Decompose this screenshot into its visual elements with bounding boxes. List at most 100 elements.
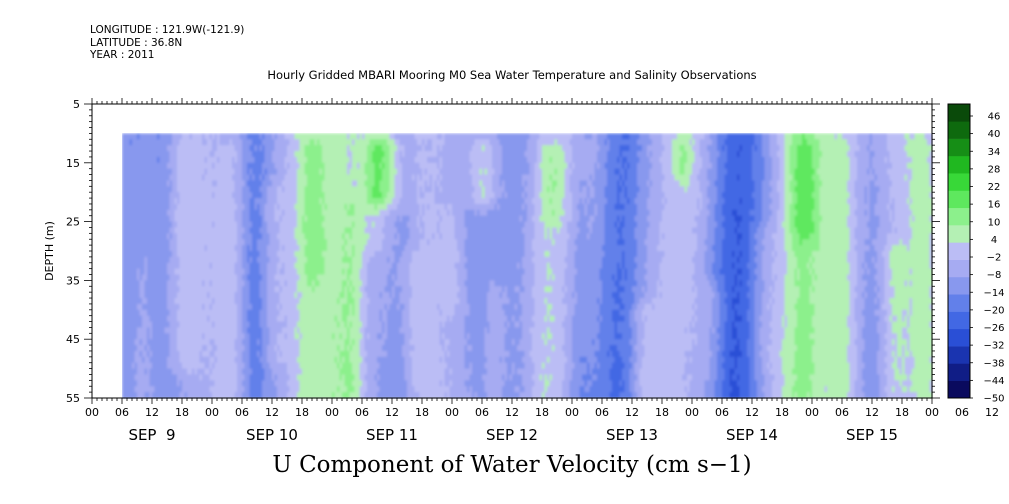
heatmap-cell — [264, 180, 268, 187]
heatmap-cell — [869, 174, 873, 182]
heatmap-cell — [369, 186, 373, 193]
heatmap-cell — [289, 174, 293, 182]
heatmap-cell — [432, 209, 436, 217]
heatmap-cell — [647, 151, 651, 158]
heatmap-cell — [189, 215, 193, 223]
heatmap-cell — [167, 168, 171, 176]
heatmap-cell — [762, 156, 766, 164]
heatmap-cell — [187, 192, 191, 199]
heatmap-cell — [172, 174, 176, 182]
heatmap-cell — [732, 215, 736, 223]
heatmap-cell — [749, 156, 753, 164]
heatmap-cell — [714, 168, 718, 176]
heatmap-cell — [162, 209, 166, 217]
heatmap-cell — [279, 156, 283, 164]
heatmap-cell — [237, 133, 241, 140]
heatmap-cell — [262, 192, 266, 199]
heatmap-cell — [502, 151, 506, 158]
heatmap-cell — [687, 156, 691, 164]
heatmap-cell — [819, 151, 823, 158]
heatmap-cell — [704, 168, 708, 176]
heatmap-cell — [704, 209, 708, 217]
heatmap-cell — [252, 168, 256, 176]
heatmap-cell — [172, 209, 176, 217]
heatmap-cell — [479, 209, 483, 217]
heatmap-cell — [859, 215, 863, 223]
heatmap-cell — [454, 151, 458, 158]
heatmap-cell — [452, 198, 456, 205]
heatmap-cell — [614, 151, 618, 158]
heatmap-cell — [812, 156, 816, 164]
heatmap-cell — [769, 168, 773, 176]
heatmap-cell — [294, 198, 298, 205]
heatmap-cell — [509, 209, 513, 217]
heatmap-cell — [729, 133, 733, 140]
heatmap-cell — [152, 180, 156, 187]
heatmap-cell — [122, 221, 126, 229]
heatmap-cell — [692, 192, 696, 199]
heatmap-cell — [747, 151, 751, 158]
heatmap-cell — [394, 186, 398, 193]
heatmap-cell — [752, 162, 756, 170]
heatmap-cell — [807, 174, 811, 182]
heatmap-cell — [927, 209, 931, 217]
heatmap-cell — [379, 215, 383, 223]
heatmap-cell — [544, 139, 548, 146]
heatmap-cell — [684, 203, 688, 211]
heatmap-cell — [454, 162, 458, 170]
heatmap-cell — [909, 215, 913, 223]
heatmap-cell — [572, 162, 576, 170]
heatmap-cell — [602, 180, 606, 187]
heatmap-cell — [162, 215, 166, 223]
heatmap-cell — [562, 192, 566, 199]
heatmap-cell — [247, 133, 251, 140]
heatmap-cell — [767, 209, 771, 217]
heatmap-cell — [209, 186, 213, 193]
heatmap-cell — [669, 186, 673, 193]
heatmap-cell — [834, 186, 838, 193]
heatmap-cell — [259, 186, 263, 193]
heatmap-cell — [372, 198, 376, 205]
heatmap-cell — [242, 221, 246, 229]
heatmap-cell — [584, 168, 588, 176]
heatmap-cell — [682, 180, 686, 187]
heatmap-cell — [917, 215, 921, 223]
heatmap-cell — [294, 133, 298, 140]
heatmap-cell — [667, 139, 671, 146]
heatmap-cell — [647, 203, 651, 211]
heatmap-cell — [822, 192, 826, 199]
heatmap-cell — [392, 174, 396, 182]
heatmap-cell — [182, 168, 186, 176]
heatmap-cell — [497, 215, 501, 223]
heatmap-cell — [232, 186, 236, 193]
heatmap-cell — [792, 186, 796, 193]
heatmap-cell — [902, 186, 906, 193]
heatmap-cell — [579, 215, 583, 223]
heatmap-cell — [372, 221, 376, 229]
heatmap-cell — [677, 192, 681, 199]
heatmap-cell — [727, 192, 731, 199]
heatmap-cell — [612, 174, 616, 182]
heatmap-cell — [164, 174, 168, 182]
heatmap-cell — [522, 215, 526, 223]
heatmap-cell — [594, 162, 598, 170]
heatmap-cell — [469, 198, 473, 205]
heatmap-cell — [769, 156, 773, 164]
heatmap-cell — [667, 174, 671, 182]
heatmap-cell — [742, 174, 746, 182]
heatmap-cell — [814, 162, 818, 170]
heatmap-cell — [427, 145, 431, 152]
heatmap-cell — [344, 186, 348, 193]
heatmap-cell — [914, 151, 918, 158]
heatmap-cell — [477, 145, 481, 152]
heatmap-cell — [129, 209, 133, 217]
heatmap-cell — [559, 145, 563, 152]
heatmap-cell — [619, 203, 623, 211]
heatmap-cell — [834, 198, 838, 205]
heatmap-cell — [587, 198, 591, 205]
heatmap-cell — [362, 156, 366, 164]
heatmap-cell — [719, 145, 723, 152]
heatmap-cell — [859, 174, 863, 182]
heatmap-cell — [847, 180, 851, 187]
heatmap-cell — [242, 198, 246, 205]
